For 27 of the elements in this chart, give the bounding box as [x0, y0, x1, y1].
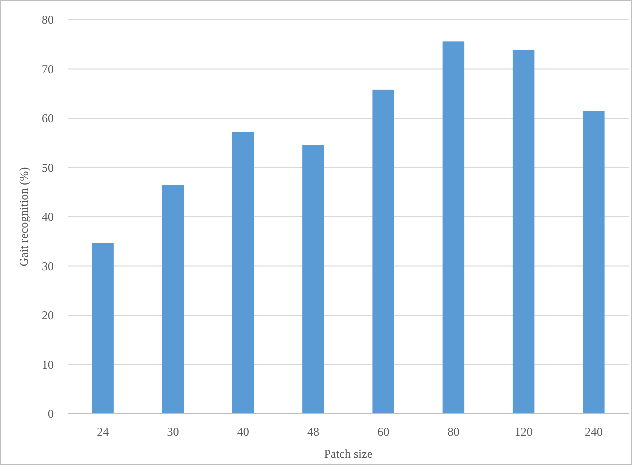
y-tick-label: 60	[42, 112, 54, 126]
y-tick-label: 70	[42, 62, 54, 76]
bar	[512, 50, 535, 414]
bar	[583, 111, 605, 414]
y-tick-label: 40	[42, 210, 54, 224]
y-tick-label: 0	[48, 407, 54, 422]
bar	[372, 90, 394, 414]
x-tick-label: 30	[167, 425, 180, 439]
x-tick-label: 60	[378, 425, 390, 439]
x-tick-label: 240	[584, 425, 603, 439]
bar	[92, 243, 114, 414]
bar	[232, 132, 254, 414]
x-axis-title: Patch size	[324, 447, 373, 461]
y-tick-label: 30	[42, 259, 54, 274]
bar	[442, 42, 465, 414]
y-axis-title: Gait recognition (%)	[17, 167, 31, 267]
x-tick-label: 80	[448, 425, 460, 439]
x-tick-label: 24	[97, 425, 110, 439]
y-tick-label: 10	[42, 358, 54, 372]
y-tick-label: 80	[42, 13, 54, 28]
x-tick-label: 120	[514, 425, 533, 439]
bar	[302, 145, 324, 414]
y-tick-label: 20	[42, 308, 54, 323]
y-tick-label: 50	[42, 160, 54, 175]
x-tick-label: 40	[237, 425, 250, 439]
x-tick-label: 48	[307, 425, 320, 439]
bar	[162, 184, 184, 414]
